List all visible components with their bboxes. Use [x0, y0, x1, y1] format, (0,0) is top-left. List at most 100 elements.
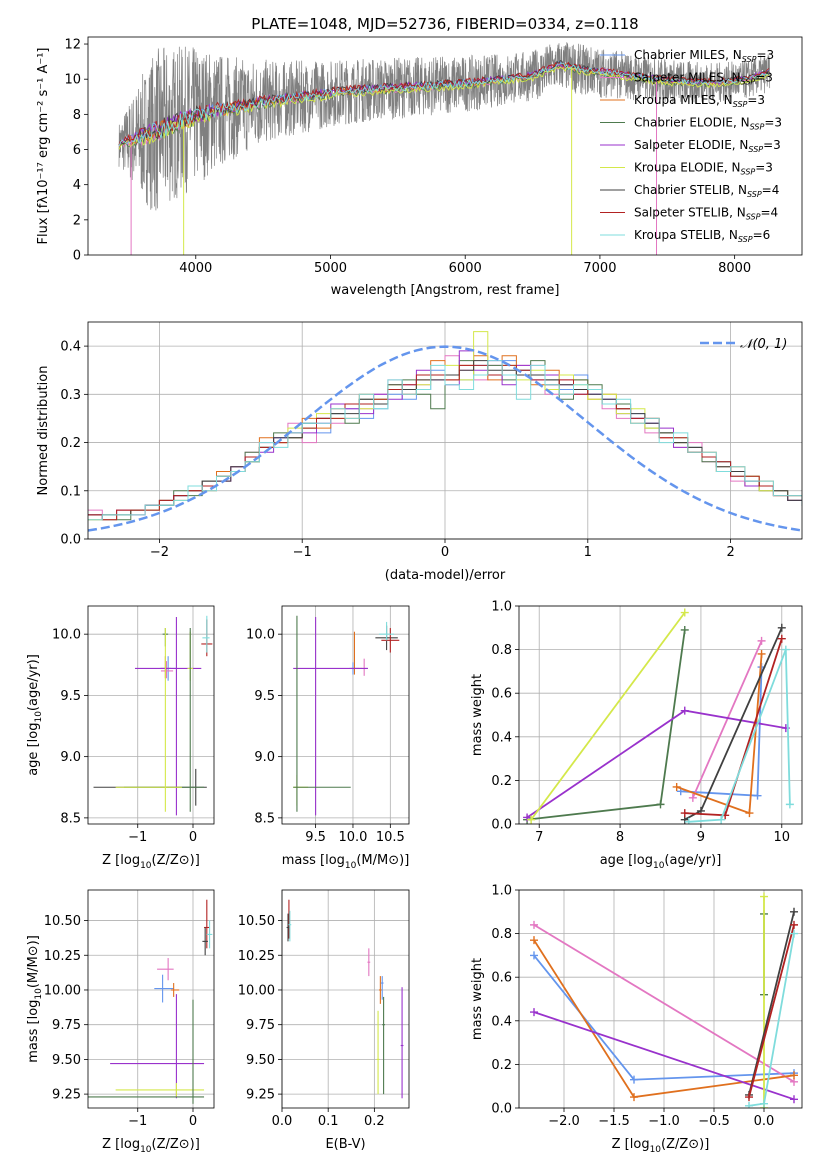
age_vs_Z-ylabel: age [log10(age/yr)] [26, 654, 44, 776]
massweight_vs_Z-xtick-label-2: −1.0 [648, 1114, 680, 1129]
mass_vs_Z-ytick-label-3: 10.00 [44, 983, 81, 998]
age_vs_Z-frame [87, 605, 215, 825]
mass_vs_Z-ylabel-main: mass [log [26, 1000, 41, 1063]
massweight_vs_age-ytick-label-3: 0.6 [491, 687, 512, 702]
age_vs_Z-xlabel-sub: 10 [140, 861, 152, 871]
legend-label-3: Chabrier ELODIE, NSSP=3 [634, 116, 782, 132]
spectrum-ylabel: Flux [fλ10⁻¹⁷ erg cm⁻² s⁻¹ A⁻¹] [36, 48, 51, 245]
legend-label-main-4: Salpeter ELODIE, N [634, 138, 748, 152]
model-line-7 [118, 61, 770, 145]
age_vs_mass-xlabel-sub: 10 [345, 861, 357, 871]
age_vs_mass-xtick-label-2: 10.5 [376, 830, 405, 845]
mass_vs_Z-ytick-label-2: 9.75 [52, 1018, 81, 1033]
massweight_vs_Z-ytick-label-5: 1.0 [491, 884, 512, 899]
massweight_vs_Z-marker-6-1 [790, 907, 798, 916]
massweight_vs_age-marker-8-1 [717, 815, 726, 824]
age_vs_mass-xlabel: mass [log10(M/M⊙)] [282, 853, 410, 871]
legend-label-8: Kroupa STELIB, NSSP=6 [634, 228, 770, 244]
legend-label-4: Salpeter ELODIE, NSSP=3 [634, 138, 781, 154]
spectrum-plot-area [118, 42, 771, 255]
residuals-ytick-label-0: 0.0 [60, 533, 81, 548]
massweight_vs_age-ytick-label-1: 0.2 [491, 774, 512, 789]
legend-label-7: Salpeter STELIB, NSSP=4 [634, 206, 778, 222]
legend-label-end-3: =3 [764, 116, 782, 130]
mass_vs_ebv-frame [281, 889, 410, 1109]
age_vs_mass-plot-area [293, 615, 400, 816]
massweight_vs_Z-marker-7-0 [745, 1093, 753, 1102]
legend-label-end-7: =4 [760, 206, 778, 220]
age_vs_Z-ytick-label-2: 9.5 [60, 689, 81, 704]
massweight_vs_age-marker-8-3 [785, 800, 794, 809]
age_vs_Z-ytick-label-1: 9.0 [60, 750, 81, 765]
residuals-xtick-label-1: −1 [293, 545, 312, 560]
age_vs_mass-ytick-label-2: 9.5 [254, 689, 275, 704]
massweight_vs_age-marker-0-1 [753, 791, 762, 800]
legend-label-main-7: Salpeter STELIB, N [634, 206, 746, 220]
age_vs_Z-ylabel-main: age [log [26, 723, 41, 776]
age_vs_Z-ytick-label-0: 8.5 [60, 811, 81, 826]
massweight_vs_age-marker-8-2 [781, 645, 790, 654]
residuals-ytick-label-2: 0.2 [60, 436, 81, 451]
residuals-legend-label: 𝒩(0, 1) [740, 337, 787, 352]
spectrum-ytick-label-0: 0 [73, 249, 81, 264]
massweight_vs_Z-ylabel: mass weight [470, 958, 485, 1040]
mass_vs_Z-frame [87, 889, 215, 1109]
legend-label-main-5: Kroupa ELODIE, N [634, 161, 741, 175]
massweight_vs_age-marker-7-2 [777, 634, 786, 643]
age_vs_Z-ytick-label-3: 10.0 [52, 628, 81, 643]
age_vs_Z-xtick-label-0: −1 [128, 830, 147, 845]
massweight_vs_age-marker-1-1 [757, 636, 766, 645]
mass_vs_ebv-xlabel: E(B-V) [325, 1137, 365, 1152]
spectrum-ytick-label-1: 2 [73, 213, 81, 228]
massweight_vs_age-marker-7-0 [680, 809, 689, 818]
age_vs_Z-xlabel-main: Z [log [102, 853, 140, 868]
legend-label-end-5: =3 [755, 161, 773, 175]
age_vs_Z-xtick-label-1: 0 [189, 830, 197, 845]
mass_vs_ebv-ytick-label-2: 9.75 [246, 1018, 275, 1033]
residuals-xtick-label-0: −2 [150, 545, 169, 560]
massweight_vs_age-xtick-label-0: 7 [535, 830, 543, 845]
massweight_vs_age-marker-5-0 [527, 815, 536, 824]
mass_vs_Z-ylabel-sub: 10 [34, 988, 44, 1000]
residuals-ylabel: Normed distribution [36, 366, 51, 496]
massweight_vs_age-ytick-label-2: 0.4 [491, 730, 512, 745]
massweight_vs_age-xtick-label-1: 8 [616, 830, 624, 845]
mass_vs_Z-xlabel-sub: 10 [140, 1145, 152, 1155]
age_vs_mass-xlabel-end: (M/M⊙)] [356, 853, 409, 868]
massweight_vs_Z-ytick-label-1: 0.2 [491, 1058, 512, 1073]
spectrum-ytick-label-6: 12 [64, 38, 81, 53]
figure-title: PLATE=1048, MJD=52736, FIBERID=0334, z=0… [251, 15, 638, 33]
massweight_vs_Z-marker-1-0 [530, 920, 538, 929]
age_vs_mass-ytick-label-3: 10.0 [246, 628, 275, 643]
legend-label-main-8: Kroupa STELIB, N [634, 228, 738, 242]
legend-label-main-2: Kroupa MILES, N [634, 93, 733, 107]
massweight_vs_age-xlabel-end: (age/yr)] [664, 853, 721, 868]
massweight_vs_age-xlabel-main: age [log [600, 853, 653, 868]
residuals-frame [87, 321, 803, 540]
legend-label-main-3: Chabrier ELODIE, N [634, 116, 750, 130]
massweight_vs_age-line-5 [530, 611, 686, 821]
massweight_vs_Z-line-1 [533, 924, 795, 1083]
mass_vs_Z-xlabel: Z [log10(Z/Z⊙)] [102, 1137, 200, 1155]
massweight_vs_Z-marker-5-0 [760, 892, 768, 901]
mass_vs_ebv-ytick-label-5: 10.50 [238, 914, 275, 929]
massweight_vs_Z-marker-2-0 [530, 936, 538, 945]
massweight_vs_Z-xtick-label-1: −1.5 [598, 1114, 630, 1129]
legend-label-6: Chabrier STELIB, NSSP=4 [634, 183, 779, 199]
legend-label-end-8: =6 [753, 228, 771, 242]
massweight_vs_Z-ytick-label-0: 0.0 [491, 1102, 512, 1117]
mass_vs_Z-axes: −1 0 9.25 9.50 9.75 10.00 10.25 10.50 [44, 890, 214, 1129]
legend-label-sub-8: SSP [738, 235, 753, 244]
mass_vs_Z-ylabel: mass [log10(M/M⊙)] [26, 935, 44, 1063]
massweight_vs_Z-ytick-label-4: 0.8 [491, 927, 512, 942]
massweight_vs_Z-marker-7-1 [790, 920, 798, 929]
age_vs_Z-ylabel-end: (age/yr)] [26, 654, 41, 711]
age_vs_mass-ytick-label-1: 9.0 [254, 750, 275, 765]
massweight_vs_Z-marker-4-0 [530, 1008, 538, 1017]
mass_vs_Z-xlabel-main: Z [log [102, 1137, 140, 1152]
massweight_vs_age-plot-area [523, 608, 794, 824]
legend-label-end-6: =4 [762, 183, 780, 197]
gaussian-curve [88, 345, 802, 532]
legend-label-sub-4: SSP [748, 145, 763, 154]
